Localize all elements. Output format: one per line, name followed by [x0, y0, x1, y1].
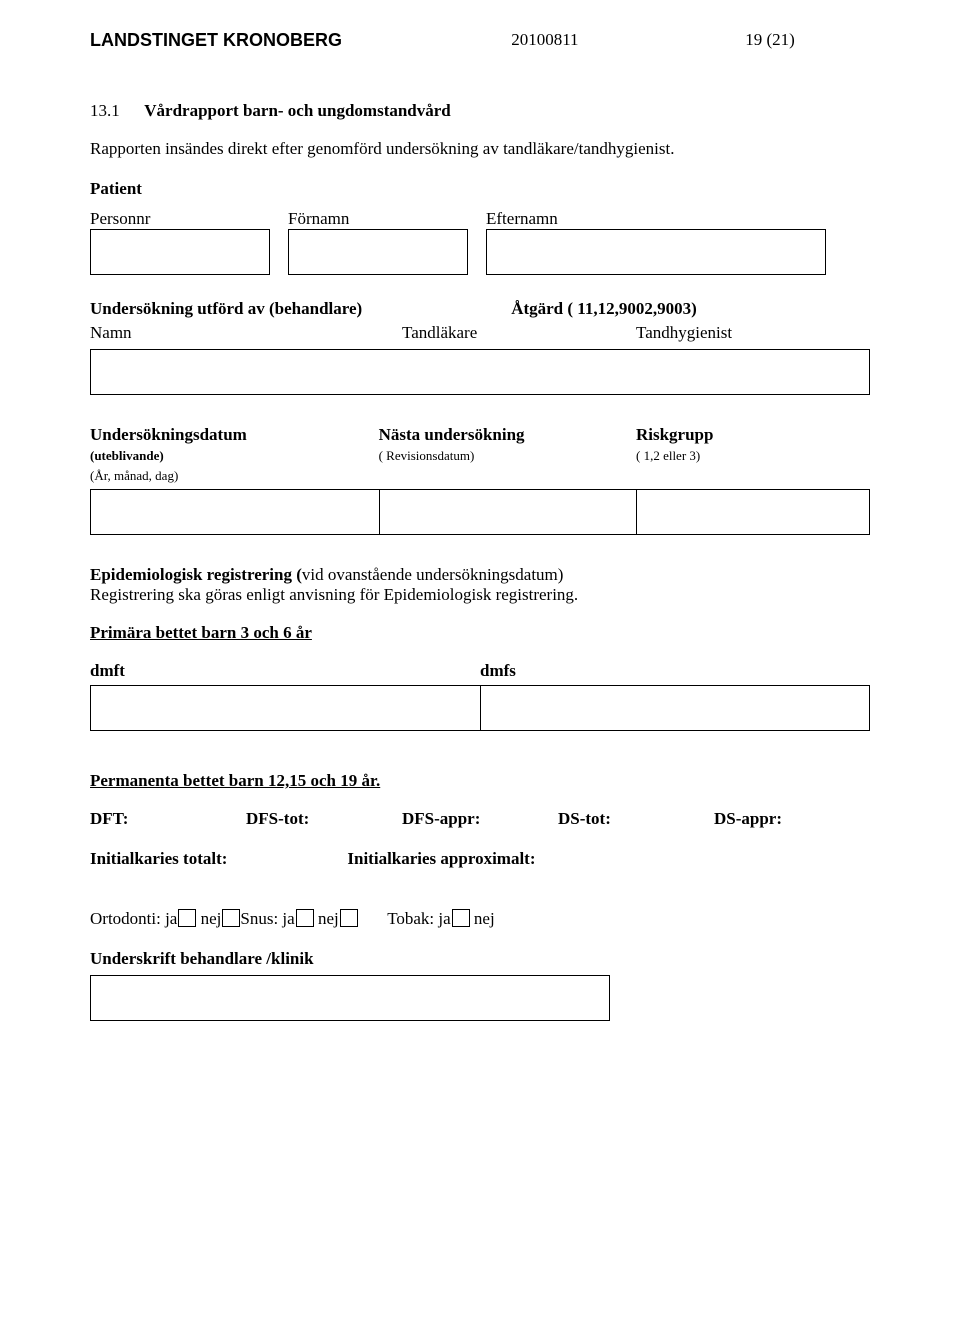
datum-fields — [90, 489, 870, 535]
ik-tot-label: Initialkaries totalt: — [90, 849, 347, 869]
behandlare-header: Undersökning utförd av (behandlare) Åtgä… — [90, 299, 870, 319]
epi-block: Epidemiologisk registrering (vid ovanstå… — [90, 565, 870, 605]
header-date: 20100811 — [511, 30, 745, 51]
dfs-appr-label: DFS-appr: — [402, 809, 558, 829]
snus-ja-checkbox[interactable] — [296, 909, 314, 927]
dmft-field[interactable] — [90, 685, 480, 731]
patient-labels: Personnr Förnamn Efternamn — [90, 209, 870, 229]
page-header: LANDSTINGET KRONOBERG 20100811 19 (21) — [90, 30, 870, 51]
ik-appr-label: Initialkaries approximalt: — [347, 849, 870, 869]
tandhygienist-label: Tandhygienist — [636, 323, 870, 343]
primar-heading: Primära bettet barn 3 och 6 år — [90, 623, 870, 643]
orto-nej-checkbox[interactable] — [222, 909, 240, 927]
sign-label: Underskrift behandlare /klinik — [90, 949, 870, 969]
tobak-label: Tobak: ja — [387, 909, 450, 928]
sign-field[interactable] — [90, 975, 610, 1021]
dmfs-field[interactable] — [480, 685, 870, 731]
orto-nej-label: nej — [201, 909, 222, 928]
perm-five-labels: DFT: DFS-tot: DFS-appr: DS-tot: DS-appr: — [90, 809, 870, 829]
header-page: 19 (21) — [745, 30, 870, 51]
datum-header: Undersökningsdatum (uteblivande) (År, må… — [90, 425, 870, 485]
perm-heading: Permanenta bettet barn 12,15 och 19 år. — [90, 771, 870, 791]
personnr-label: Personnr — [90, 209, 288, 229]
org-name: LANDSTINGET KRONOBERG — [90, 30, 511, 51]
dfs-tot-label: DFS-tot: — [246, 809, 402, 829]
ds-tot-label: DS-tot: — [558, 809, 714, 829]
riskgrupp-label: Riskgrupp — [636, 425, 713, 444]
section-title: Vårdrapport barn- och ungdomstandvård — [144, 101, 451, 121]
section-intro: Rapporten insändes direkt efter genomför… — [90, 139, 870, 159]
snus-nej-checkbox[interactable] — [340, 909, 358, 927]
snus-nej-label: nej — [318, 909, 339, 928]
uteblivande-sub: (uteblivande) — [90, 448, 164, 463]
fornamn-label: Förnamn — [288, 209, 486, 229]
section-number: 13.1 — [90, 101, 140, 121]
dmft-fields — [90, 685, 870, 731]
dft-label: DFT: — [90, 809, 246, 829]
tobak-ja-checkbox[interactable] — [452, 909, 470, 927]
dmft-label: dmft — [90, 661, 480, 681]
nasta-undersokning-field[interactable] — [379, 489, 636, 535]
ds-appr-label: DS-appr: — [714, 809, 870, 829]
patient-fields — [90, 229, 870, 275]
epi-line2: Registrering ska göras enligt anvisning … — [90, 585, 578, 604]
page: LANDSTINGET KRONOBERG 20100811 19 (21) 1… — [0, 0, 960, 1321]
nasta-undersokning-label: Nästa undersökning — [379, 425, 525, 444]
undersokningsdatum-label: Undersökningsdatum — [90, 425, 247, 444]
revisionsdatum-sub: ( Revisionsdatum) — [379, 448, 475, 463]
ik-row: Initialkaries totalt: Initialkaries appr… — [90, 849, 870, 869]
namn-label: Namn — [90, 323, 402, 343]
tandlakare-label: Tandläkare — [402, 323, 636, 343]
behandlare-field[interactable] — [90, 349, 870, 395]
personnr-field[interactable] — [90, 229, 270, 275]
efternamn-field[interactable] — [486, 229, 826, 275]
epi-rest: vid ovanstående undersökningsdatum) — [302, 565, 564, 584]
checkbox-row: Ortodonti: ja nejSnus: ja nej Tobak: ja … — [90, 909, 870, 929]
epi-bold: Epidemiologisk registrering ( — [90, 565, 302, 584]
snus-label: Snus: ja — [240, 909, 294, 928]
datum-c3: Riskgrupp ( 1,2 eller 3) — [636, 425, 870, 485]
patient-heading: Patient — [90, 179, 870, 199]
orto-ja-checkbox[interactable] — [178, 909, 196, 927]
riskgrupp-sub: ( 1,2 eller 3) — [636, 448, 700, 463]
orto-label: Ortodonti: ja — [90, 909, 177, 928]
section-heading: 13.1 Vårdrapport barn- och ungdomstandvå… — [90, 101, 870, 121]
datum-c1: Undersökningsdatum (uteblivande) (År, må… — [90, 425, 379, 485]
datum-c2: Nästa undersökning ( Revisionsdatum) — [379, 425, 636, 485]
tobak-nej-label: nej — [474, 909, 495, 928]
riskgrupp-field[interactable] — [636, 489, 870, 535]
undersokning-label: Undersökning utförd av (behandlare) — [90, 299, 511, 319]
fornamn-field[interactable] — [288, 229, 468, 275]
ar-manad-dag-sub: (År, månad, dag) — [90, 468, 178, 483]
efternamn-label: Efternamn — [486, 209, 564, 229]
atgard-label: Åtgärd ( 11,12,9002,9003) — [511, 299, 870, 319]
dmfs-label: dmfs — [480, 661, 870, 681]
dmft-header: dmft dmfs — [90, 661, 870, 681]
behandlare-subheader: Namn Tandläkare Tandhygienist — [90, 323, 870, 343]
undersokningsdatum-field[interactable] — [90, 489, 379, 535]
